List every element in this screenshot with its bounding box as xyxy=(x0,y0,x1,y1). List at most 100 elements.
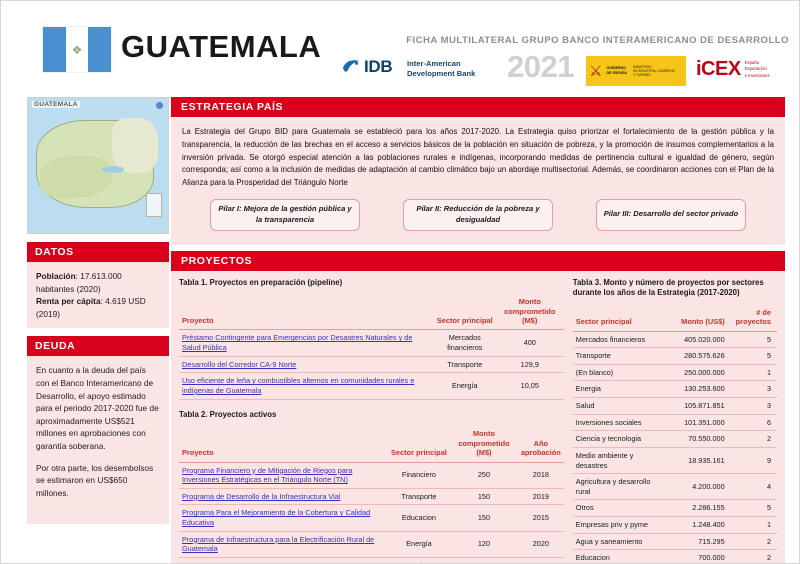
tabla2-cell-monto: 250 xyxy=(449,462,518,489)
tabla2-cell-proyecto[interactable]: Programa de Desarrollo de la Infraestruc… xyxy=(179,488,388,506)
tabla1-cell-sector: Mercados financieros xyxy=(433,329,496,357)
datos-section-header: DATOS xyxy=(27,242,169,262)
project-link[interactable]: Programa Para el Mejoramiento de la Cobe… xyxy=(182,508,371,528)
tabla3-cell-num: 3 xyxy=(732,397,777,415)
tabla1-col-proyecto: Proyecto xyxy=(179,294,434,331)
tabla3-cell-monto: 715.295 xyxy=(654,533,733,551)
tabla2-cell-proyecto[interactable]: Apoyo a Poblaciones Vulnerables Afectada… xyxy=(179,557,388,563)
project-link[interactable]: Programa de Desarrollo de la Infraestruc… xyxy=(182,491,341,501)
map-legend xyxy=(146,193,162,217)
table-row: Programa Financiero y de Mitigación de R… xyxy=(179,462,564,489)
tabla1-cell-proyecto[interactable]: Uso eficiente de leña y combustibles alt… xyxy=(179,372,434,400)
tabla2-cell-sector: Educacion xyxy=(387,504,450,532)
tabla3-cell-sector: Salud xyxy=(572,397,655,415)
tabla1-cell-monto: 400 xyxy=(495,329,564,357)
map-lake xyxy=(102,166,124,173)
poblacion-row: Población: 17.613.000 habitantes (2020) xyxy=(36,270,160,295)
tabla2-cell-proyecto[interactable]: Programa Financiero y de Mitigación de R… xyxy=(179,462,388,489)
tabla3-cell-sector: Agricultura y desarrollo rural xyxy=(572,473,655,501)
tabla3: Sector principal Monto (US$) # de proyec… xyxy=(572,304,777,563)
flag-band-right xyxy=(88,27,111,72)
table-row: Educacion 700.000 2 xyxy=(572,549,777,563)
table-row: Energia 130.253.600 3 xyxy=(572,380,777,399)
tabla2-cell-anio: 2020 xyxy=(517,531,564,558)
tabla1-header-row: Proyecto Sector principal Monto comprome… xyxy=(179,294,564,331)
proyectos-section-header: PROYECTOS xyxy=(171,250,785,271)
tabla2-cell-sector: Inversiones sociales xyxy=(387,557,450,563)
tabla2-head: Proyecto Sector principal Monto comprome… xyxy=(179,426,564,463)
tabla3-header-row: Sector principal Monto (US$) # de proyec… xyxy=(572,304,777,332)
tabla1-cell-proyecto[interactable]: Préstamo Contingente para Emergencias po… xyxy=(179,329,434,357)
tabla1-body: Préstamo Contingente para Emergencias po… xyxy=(179,329,564,400)
idb-subtitle: Inter-American Development Bank xyxy=(407,59,475,78)
tabla3-cell-num: 2 xyxy=(732,533,777,551)
tabla2-col-proyecto: Proyecto xyxy=(179,426,388,463)
tabla1-cell-proyecto[interactable]: Desarrollo del Corredor CA-9 Norte xyxy=(179,356,434,374)
year-label: 2021 xyxy=(507,49,574,84)
gobierno-line2: DE ESPAÑA xyxy=(606,71,628,75)
pillar-1-box: Pilar I: Mejora de la gestión pública y … xyxy=(210,198,360,231)
project-link[interactable]: Programa Financiero y de Mitigación de R… xyxy=(182,465,353,485)
tabla3-cell-sector: Medio ambiente y desastres xyxy=(572,447,655,475)
pillar-2-box: Pilar II: Reducción de la pobreza y desi… xyxy=(403,198,553,231)
tabla2-caption: Tabla 2. Proyectos activos xyxy=(179,409,277,419)
renta-row: Renta per cápita: 4.619 USD (2019) xyxy=(36,295,160,320)
renta-label: Renta per cápita xyxy=(36,296,101,307)
page-header: ❖ GUATEMALA FICHA MULTILATERAL GRUPO BAN… xyxy=(1,1,799,91)
table-row: (En blanco) 250.000.000 1 xyxy=(572,364,777,382)
flag-band-center: ❖ xyxy=(65,27,89,72)
document-subtitle: FICHA MULTILATERAL GRUPO BANCO INTERAMER… xyxy=(406,35,789,46)
project-link[interactable]: Uso eficiente de leña y combustibles alt… xyxy=(182,376,415,395)
table-row: Uso eficiente de leña y combustibles alt… xyxy=(179,372,564,400)
tabla2-cell-monto: 100 xyxy=(449,557,518,563)
tabla3-cell-monto: 250.000.000 xyxy=(654,364,733,382)
guatemala-flag-icon: ❖ xyxy=(43,27,111,72)
project-link[interactable]: Programa de Infraestructura para la Elec… xyxy=(182,534,375,554)
table-row: Transporte 280.575.626 5 xyxy=(572,347,777,365)
tabla1-cell-monto: 10,05 xyxy=(495,372,564,400)
icex-tagline-line2: Exportación xyxy=(744,66,767,72)
tabla2-cell-monto: 150 xyxy=(449,488,518,506)
tabla1-col-sector: Sector principal xyxy=(433,294,496,331)
idb-mark-icon xyxy=(341,57,361,77)
sidebar: GUATEMALA DATOS Población: 17.613.000 ha… xyxy=(27,97,169,525)
tabla3-cell-monto: 405.020.000 xyxy=(654,331,733,349)
tabla2-cell-sector: Energía xyxy=(387,531,450,558)
tabla1: Proyecto Sector principal Monto comprome… xyxy=(179,294,564,400)
table-row: Salud 105.871.851 3 xyxy=(572,397,777,415)
renta-value: : 4.619 USD (2019) xyxy=(36,296,146,319)
tabla2-cell-anio: 2019 xyxy=(517,488,564,506)
idb-logo: IDB xyxy=(341,57,393,77)
table-row: Empresas priv y pyme 1.248.400 1 xyxy=(572,516,777,534)
tabla3-head: Sector principal Monto (US$) # de proyec… xyxy=(572,304,777,332)
idb-subtitle-line2: Development Bank xyxy=(407,68,476,78)
proyectos-left-column: Tabla 1. Proyectos en preparación (pipel… xyxy=(179,277,564,563)
gobierno-text: GOBIERNO DE ESPAÑA xyxy=(606,66,627,76)
table-row: Programa de Infraestructura para la Elec… xyxy=(179,531,564,558)
table-row: Mercados financieros 405.020.000 5 xyxy=(572,331,777,349)
tabla3-cell-num: 2 xyxy=(732,549,777,563)
tabla3-cell-sector: Empresas priv y pyme xyxy=(572,516,655,534)
pillars-row: Pilar I: Mejora de la gestión pública y … xyxy=(182,190,774,239)
tabla1-caption: Tabla 1. Proyectos en preparación (pipel… xyxy=(179,277,343,287)
tabla1-cell-sector: Transporte xyxy=(433,356,496,374)
proyectos-panel: Tabla 1. Proyectos en preparación (pipel… xyxy=(171,270,785,563)
tabla2-col-anio: Año aprobación xyxy=(517,426,564,463)
tabla3-cell-monto: 130.253.600 xyxy=(654,380,733,399)
icex-wordmark: iCEX xyxy=(696,58,741,80)
tabla3-cell-monto: 280.575.626 xyxy=(654,347,733,365)
tabla3-cell-num: 1 xyxy=(732,364,777,382)
table-row: Préstamo Contingente para Emergencias po… xyxy=(179,329,564,357)
tabla1-col-monto: Monto comprometido (M$) xyxy=(495,294,564,331)
tabla3-cell-sector: Otros xyxy=(572,499,655,518)
tabla1-head: Proyecto Sector principal Monto comprome… xyxy=(179,294,564,331)
flag-emblem-icon: ❖ xyxy=(71,42,83,57)
project-link[interactable]: Préstamo Contingente para Emergencias po… xyxy=(182,333,413,353)
project-link[interactable]: Desarrollo del Corredor CA-9 Norte xyxy=(182,359,297,369)
deuda-paragraph-2: Por otra parte, los desembolsos se estim… xyxy=(36,462,154,498)
tabla2-cell-proyecto[interactable]: Programa Para el Mejoramiento de la Cobe… xyxy=(179,504,388,532)
tabla3-cell-num: 5 xyxy=(732,499,777,518)
tabla2-cell-anio: 2015 xyxy=(517,504,564,532)
tabla2-cell-proyecto[interactable]: Programa de Infraestructura para la Elec… xyxy=(179,531,388,558)
